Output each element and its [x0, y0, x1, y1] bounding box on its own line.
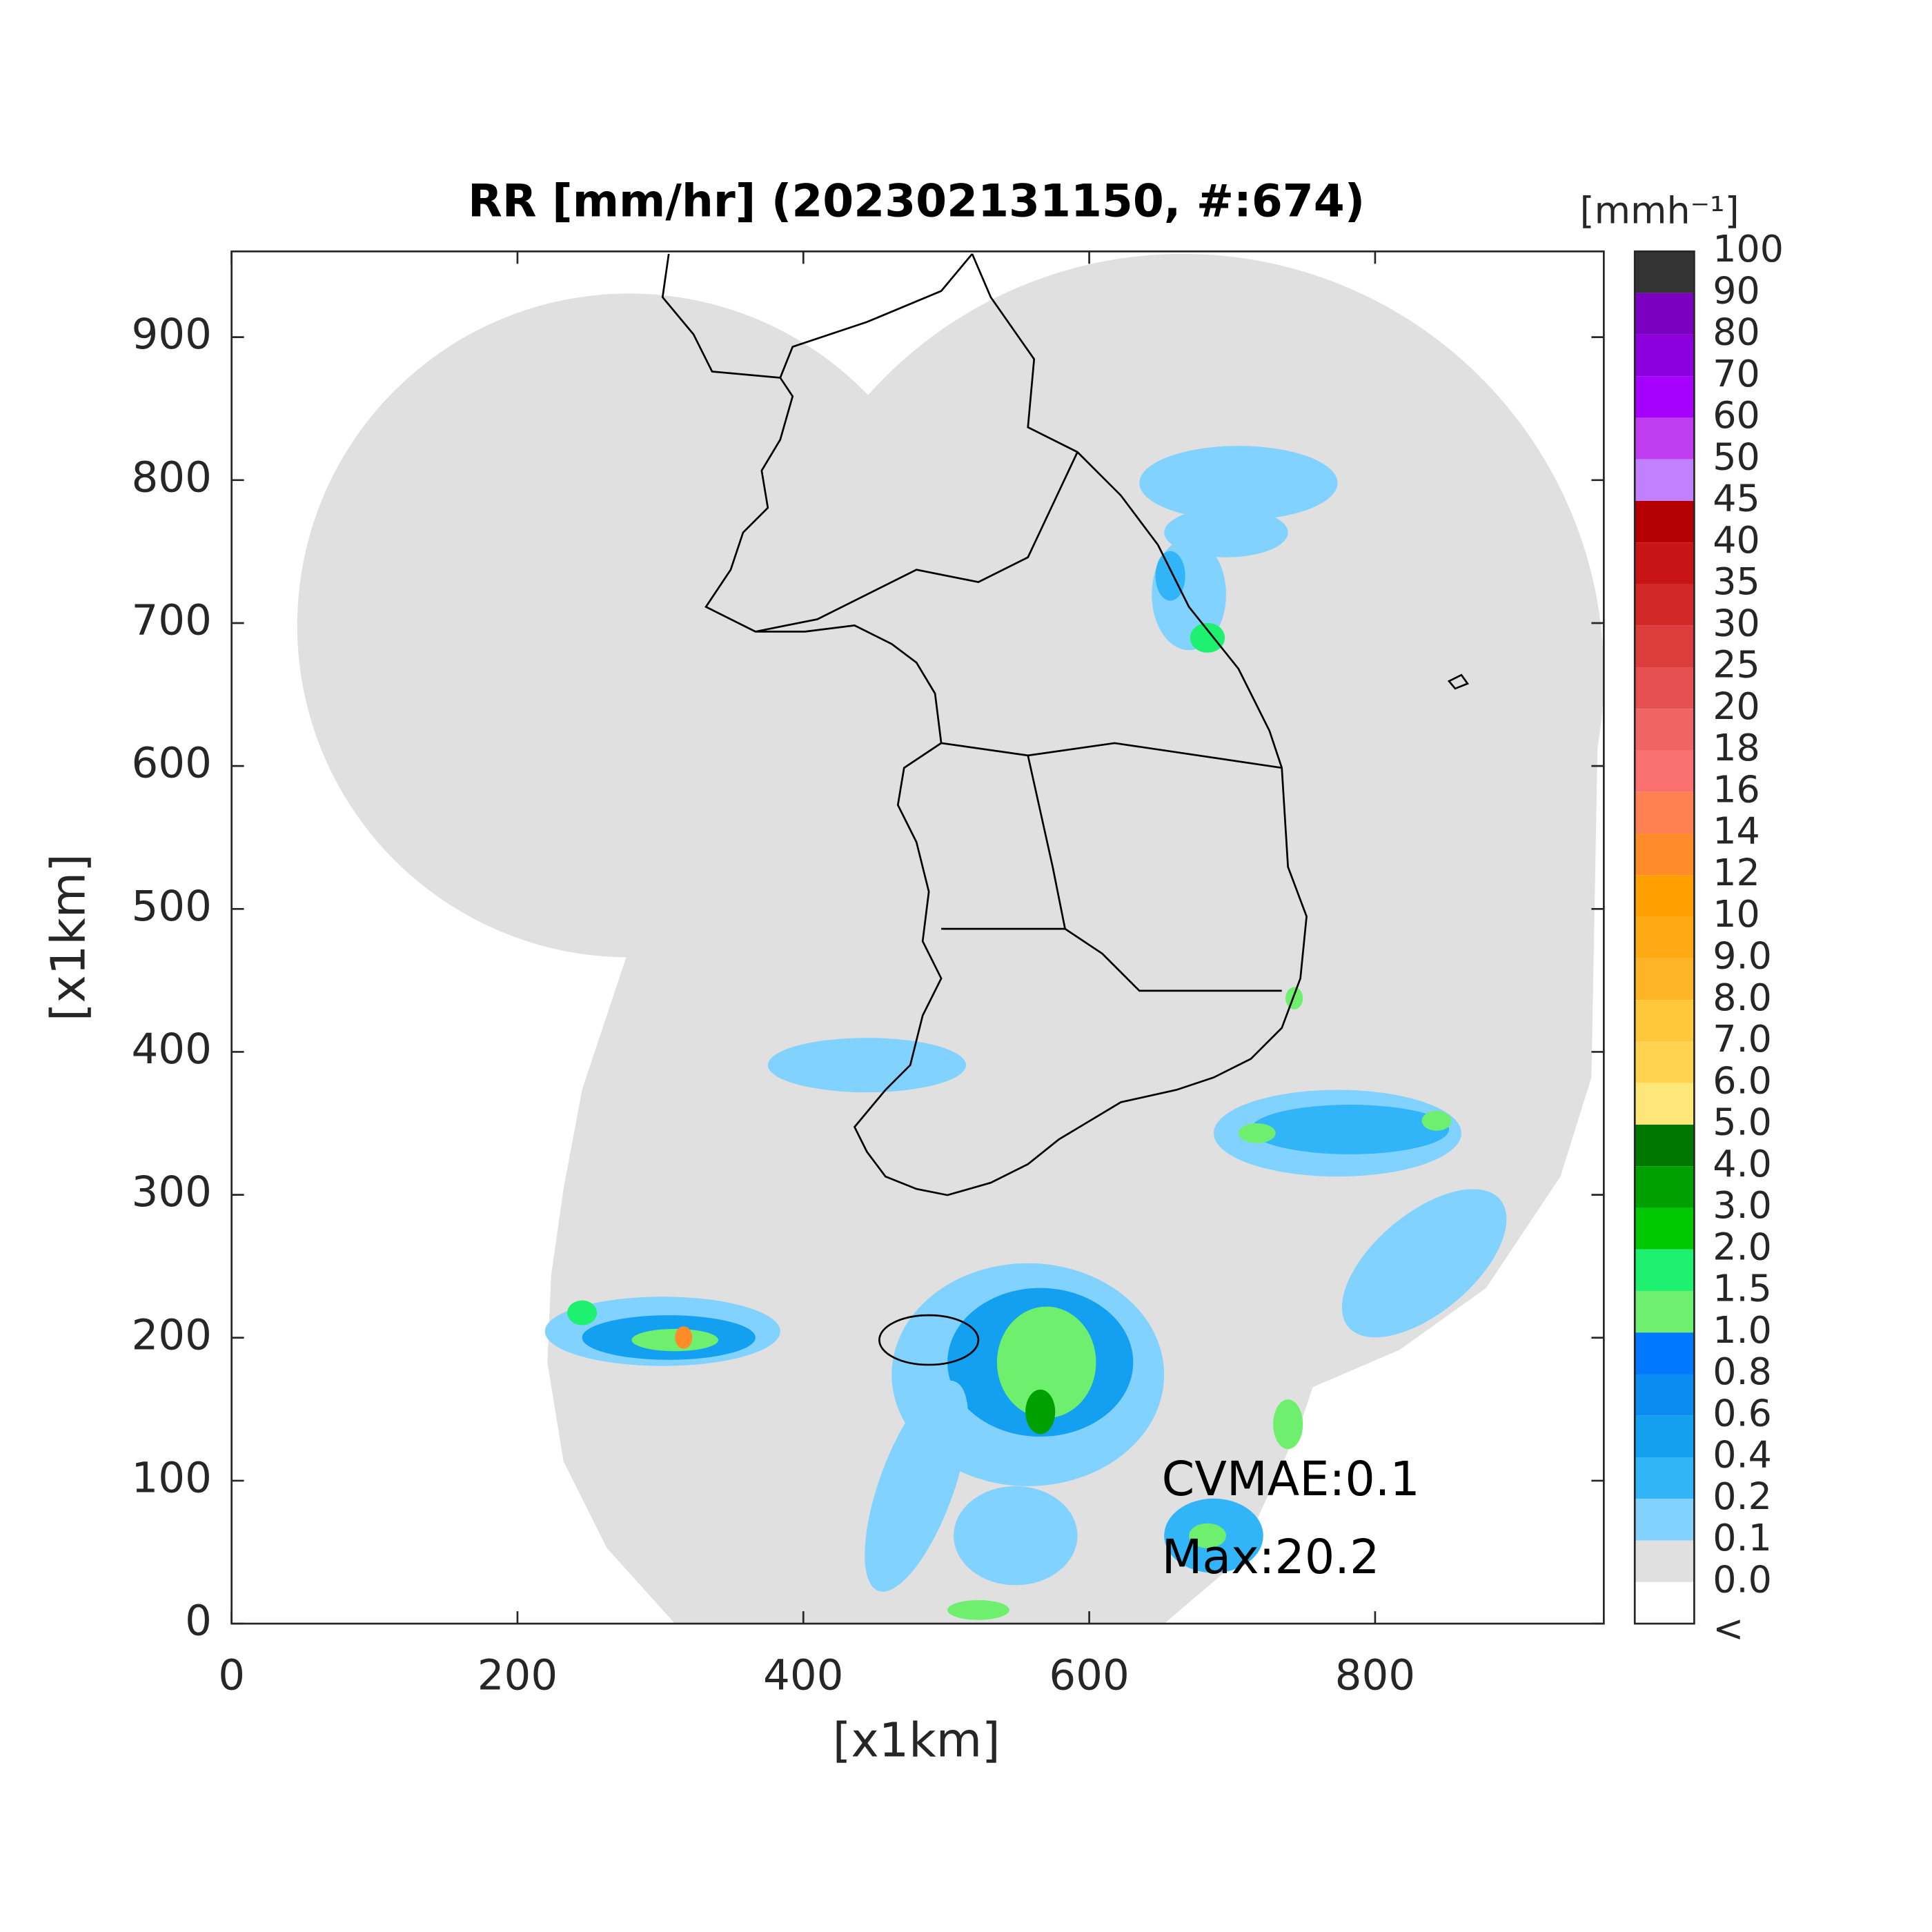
- y-tick-label: 600: [131, 739, 211, 788]
- plot-frame: [230, 250, 1605, 1625]
- colorbar-swatch: [1635, 1415, 1695, 1458]
- x-tick-label: 0: [218, 1651, 245, 1700]
- colorbar-label: 2.0: [1713, 1225, 1772, 1268]
- colorbar-swatch: [1635, 916, 1695, 958]
- colorbar-swatch: [1635, 667, 1695, 709]
- y-tick-label: 700: [131, 596, 211, 645]
- colorbar-swatch: [1635, 709, 1695, 751]
- colorbar-label: 0.0: [1713, 1557, 1772, 1601]
- x-tick-label: 200: [477, 1651, 558, 1700]
- colorbar-label: 0.6: [1713, 1391, 1772, 1435]
- colorbar-swatch: [1635, 625, 1695, 668]
- annotation: CVMAE:0.1: [1162, 1452, 1420, 1507]
- y-tick-label: 100: [131, 1454, 211, 1503]
- colorbar-label: 0.8: [1713, 1350, 1772, 1393]
- colorbar-label: 50: [1713, 435, 1760, 478]
- colorbar-swatch: [1635, 1083, 1695, 1125]
- colorbar-label: 7.0: [1713, 1017, 1772, 1061]
- colorbar-swatch: [1635, 1581, 1695, 1624]
- colorbar-label: 45: [1713, 477, 1760, 520]
- colorbar-label: 1.5: [1713, 1267, 1772, 1310]
- colorbar-swatch: [1635, 376, 1695, 418]
- y-tick-label: 400: [131, 1025, 211, 1074]
- colorbar-swatch: [1635, 459, 1695, 501]
- x-axis-label: [x1km]: [833, 1714, 1000, 1768]
- x-tick-label: 800: [1335, 1651, 1415, 1700]
- colorbar-title: [mmh⁻¹]: [1580, 188, 1739, 232]
- colorbar-swatch: [1635, 251, 1695, 293]
- y-tick-label: 500: [131, 882, 211, 931]
- colorbar-label: 0.2: [1713, 1475, 1772, 1518]
- colorbar-swatch: [1635, 1457, 1695, 1499]
- colorbar-swatch: [1635, 293, 1695, 335]
- colorbar-label: 14: [1713, 809, 1760, 853]
- colorbar-swatch: [1635, 1332, 1695, 1374]
- colorbar-label: 0.4: [1713, 1433, 1772, 1477]
- colorbar-label: <: [1713, 1606, 1744, 1650]
- colorbar-label: 6.0: [1713, 1058, 1772, 1102]
- colorbar-label: 4.0: [1713, 1142, 1772, 1185]
- colorbar-swatch: [1635, 500, 1695, 543]
- colorbar-swatch: [1635, 1290, 1695, 1333]
- colorbar-swatch: [1635, 1124, 1695, 1167]
- y-axis-label: [x1km]: [42, 854, 97, 1021]
- colorbar-swatch: [1635, 1374, 1695, 1416]
- colorbar-swatch: [1635, 417, 1695, 460]
- colorbar-swatch: [1635, 334, 1695, 377]
- colorbar-swatch: [1635, 1540, 1695, 1582]
- x-tick-label: 600: [1049, 1651, 1129, 1700]
- colorbar-label: 9.0: [1713, 934, 1772, 977]
- colorbar-label: 3.0: [1713, 1183, 1772, 1227]
- colorbar-frame: [1633, 250, 1695, 1625]
- colorbar-label: 16: [1713, 767, 1760, 811]
- colorbar-label: 30: [1713, 601, 1760, 644]
- colorbar-label: 8.0: [1713, 976, 1772, 1019]
- colorbar-swatch: [1635, 1166, 1695, 1208]
- colorbar-swatch: [1635, 875, 1695, 917]
- coastline: [661, 253, 1470, 1366]
- colorbar-swatch: [1635, 1041, 1695, 1083]
- annotation: Max:20.2: [1162, 1530, 1380, 1585]
- rain-echoes: [544, 446, 1507, 1620]
- colorbar-swatch: [1635, 1249, 1695, 1291]
- colorbar-label: 25: [1713, 643, 1760, 687]
- colorbar-swatch: [1635, 958, 1695, 1000]
- colorbar-label: 100: [1713, 227, 1784, 270]
- colorbar-swatch: [1635, 834, 1695, 876]
- colorbar-label: 60: [1713, 393, 1760, 437]
- colorbar-label: 0.1: [1713, 1516, 1772, 1559]
- y-tick-label: 900: [131, 310, 211, 359]
- y-tick-label: 200: [131, 1310, 211, 1359]
- y-tick-label: 300: [131, 1167, 211, 1216]
- colorbar-label: 5.0: [1713, 1101, 1772, 1144]
- colorbar-swatch: [1635, 750, 1695, 792]
- colorbar-swatch: [1635, 1000, 1695, 1042]
- radar-layer: [297, 253, 1604, 1624]
- x-tick-label: 400: [763, 1651, 843, 1700]
- colorbar-label: 1.0: [1713, 1308, 1772, 1352]
- colorbar-label: 20: [1713, 684, 1760, 728]
- colorbar-swatch: [1635, 791, 1695, 834]
- y-tick-label: 0: [185, 1597, 212, 1646]
- y-tick-label: 800: [131, 453, 211, 502]
- radar-coverage: [297, 253, 1604, 1624]
- colorbar-swatch: [1635, 1499, 1695, 1541]
- map-title: RR [mm/hr] (202302131150, #:674): [468, 176, 1365, 228]
- colorbar-label: 12: [1713, 851, 1760, 894]
- colorbar-label: 70: [1713, 352, 1760, 395]
- colorbar-label: 35: [1713, 560, 1760, 603]
- colorbar-label: 10: [1713, 892, 1760, 936]
- colorbar-swatch: [1635, 1208, 1695, 1250]
- colorbar-label: 18: [1713, 726, 1760, 769]
- colorbar-swatch: [1635, 584, 1695, 626]
- colorbar-label: 40: [1713, 518, 1760, 562]
- colorbar-swatch: [1635, 542, 1695, 584]
- colorbar-label: 80: [1713, 310, 1760, 354]
- colorbar-label: 90: [1713, 268, 1760, 312]
